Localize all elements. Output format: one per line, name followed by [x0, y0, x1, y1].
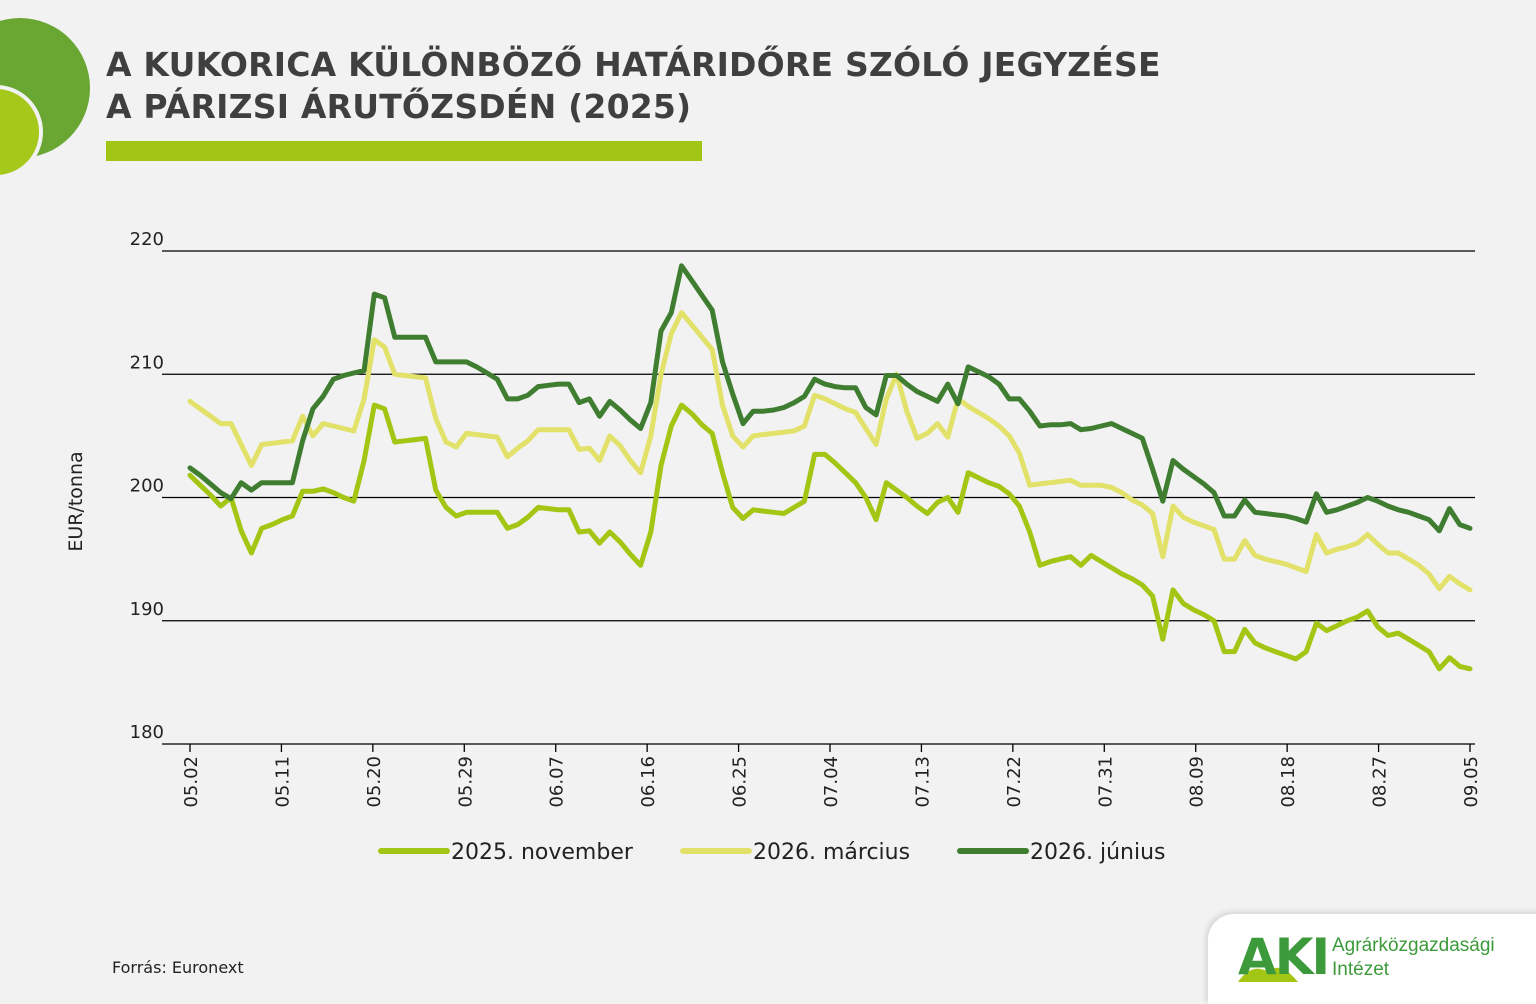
- legend-label-3: 2026. június: [1030, 840, 1166, 865]
- x-tick-label: 08.18: [1278, 756, 1299, 808]
- legend-label-1: 2025. november: [451, 840, 634, 865]
- series-line-3: [187, 263, 1473, 534]
- light-green-circle: [0, 85, 43, 179]
- x-tick-label: 08.09: [1187, 756, 1208, 808]
- title-line-1: A KUKORICA KÜLÖNBÖZŐ HATÁRIDŐRE SZÓLÓ JE…: [106, 45, 1161, 84]
- legend-label-2: 2026. március: [753, 840, 910, 865]
- chart-title: A KUKORICA KÜLÖNBÖZŐ HATÁRIDŐRE SZÓLÓ JE…: [106, 44, 1161, 128]
- title-line-2: A PÁRIZSI ÁRUTŐZSDÉN (2025): [106, 87, 692, 126]
- source-note: Forrás: Euronext: [112, 958, 244, 977]
- logo-line-2: Intézet: [1332, 959, 1390, 980]
- title-underline-bar: [106, 141, 702, 161]
- y-tick-label: 200: [130, 476, 164, 497]
- logo-hill-icon: [1238, 967, 1298, 982]
- x-tick-label: 05.11: [272, 756, 293, 808]
- x-tick-label: 09.05: [1461, 756, 1482, 808]
- x-tick-label: 08.27: [1370, 756, 1391, 808]
- x-tick-label: 07.31: [1095, 756, 1116, 808]
- decorative-circles: [0, 18, 90, 179]
- x-tick-label: 06.25: [730, 756, 751, 808]
- y-tick-label: 180: [130, 722, 164, 743]
- series-line-2: [187, 310, 1473, 593]
- y-tick-label: 220: [130, 229, 164, 250]
- x-tick-label: 07.22: [1004, 756, 1025, 808]
- logo-panel: [1208, 914, 1536, 1004]
- x-tick-label: 06.16: [638, 756, 659, 808]
- y-tick-label: 190: [130, 599, 164, 620]
- series-line-1: [187, 402, 1473, 672]
- x-tick-label: 07.13: [912, 756, 933, 808]
- logo-line-1: Agrárközgazdasági: [1332, 935, 1495, 956]
- y-axis-label: EUR/tonna: [65, 451, 87, 551]
- x-tick-label: 07.04: [821, 756, 842, 808]
- y-tick-label: 210: [130, 352, 164, 373]
- x-tick-label: 05.20: [364, 756, 385, 808]
- x-tick-label: 05.02: [181, 756, 202, 808]
- x-tick-label: 06.07: [547, 756, 568, 808]
- line-chart: 180 190 200 210 220 EUR/tonna 05.02 05.11 05.20 0…: [65, 229, 1482, 865]
- logo-text: Agrárközgazdasági Intézet: [1332, 934, 1495, 982]
- logo-mark: AKI: [1238, 928, 1330, 986]
- x-tick-label: 05.29: [455, 756, 476, 808]
